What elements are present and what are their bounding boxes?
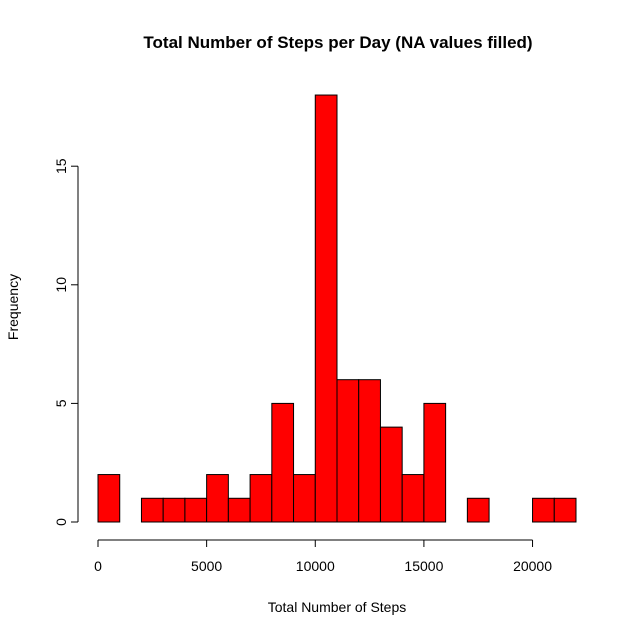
- x-axis-label: Total Number of Steps: [268, 599, 407, 615]
- histogram-bar: [379, 426, 403, 523]
- histogram-bar: [314, 94, 338, 523]
- histogram-bar: [97, 474, 121, 523]
- y-tick-label: 15: [53, 158, 69, 174]
- x-tick-label: 5000: [191, 558, 222, 574]
- histogram-bar: [184, 497, 208, 523]
- y-tick-label: 0: [53, 518, 69, 526]
- bars-group: [97, 94, 577, 523]
- histogram-bar: [401, 474, 425, 523]
- x-tick-label: 20000: [513, 558, 552, 574]
- histogram-bar: [293, 474, 316, 523]
- histogram-bar: [206, 474, 229, 523]
- histogram-bar: [336, 379, 360, 523]
- histogram-bar: [553, 497, 577, 523]
- histogram-bar: [140, 497, 164, 523]
- y-axis-label: Frequency: [5, 274, 21, 340]
- y-tick-label: 5: [53, 399, 69, 407]
- x-tick-label: 10000: [296, 558, 335, 574]
- x-tick-label: 0: [94, 558, 102, 574]
- histogram-bar: [423, 402, 447, 523]
- x-axis: 0 5000 10000 15000 20000: [94, 539, 552, 574]
- y-tick-label: 10: [53, 277, 69, 293]
- histogram-bar: [532, 497, 555, 523]
- histogram-bar: [249, 474, 273, 523]
- y-axis: 0 5 10 15: [53, 158, 79, 526]
- histogram-bar: [227, 497, 251, 523]
- chart-title: Total Number of Steps per Day (NA values…: [143, 33, 532, 52]
- histogram-bar: [162, 497, 186, 523]
- histogram-bar: [466, 497, 490, 523]
- x-tick-label: 15000: [404, 558, 443, 574]
- histogram-bar: [358, 379, 381, 523]
- histogram-bar: [271, 402, 295, 523]
